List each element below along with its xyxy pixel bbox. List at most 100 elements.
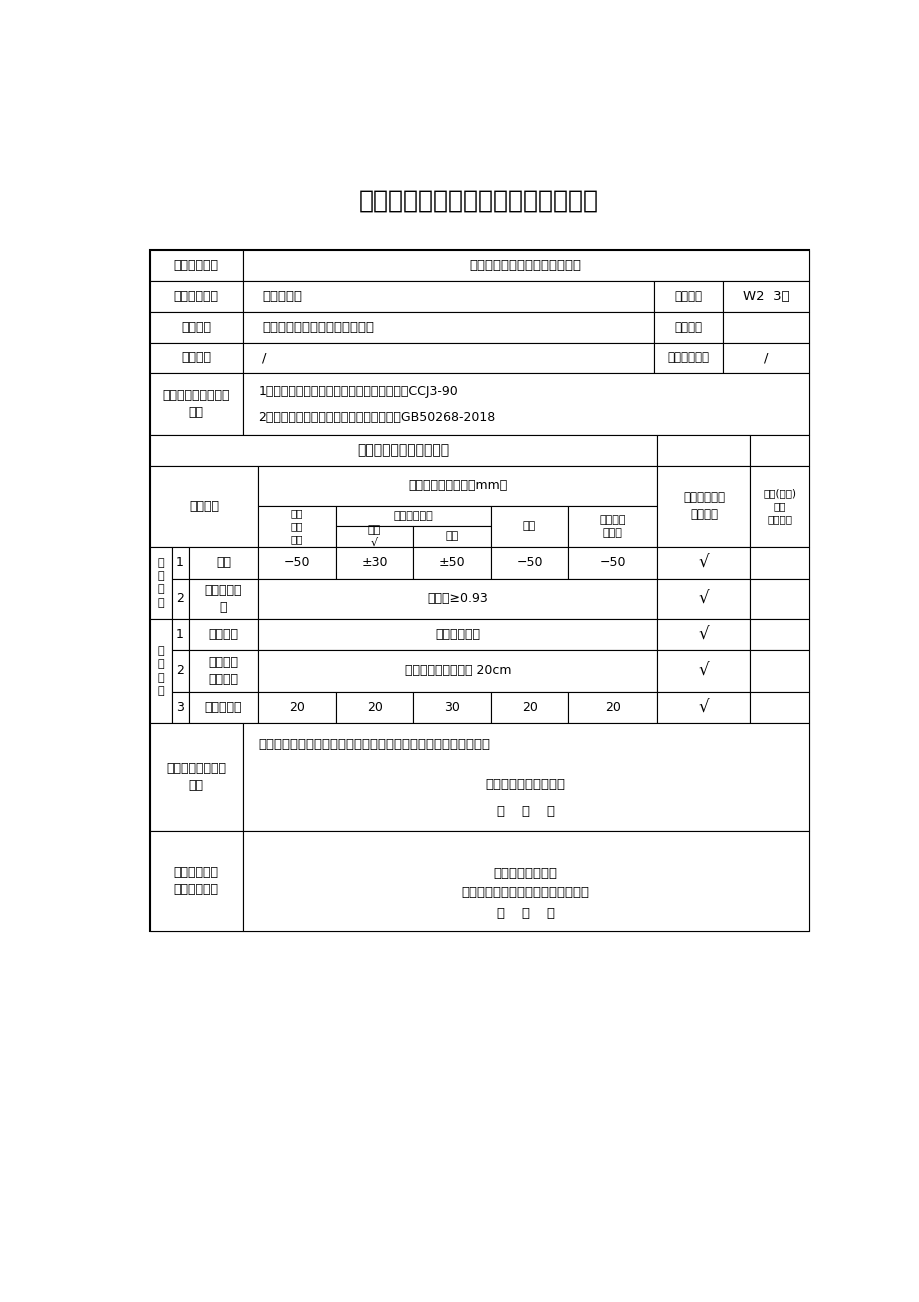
Text: 每层回填厚度不超过 20cm: 每层回填厚度不超过 20cm: [404, 664, 511, 677]
Bar: [722, 281, 808, 311]
Bar: [652, 342, 722, 374]
Text: 20: 20: [367, 700, 382, 713]
Bar: [568, 547, 657, 579]
Bar: [150, 250, 243, 281]
Text: √: √: [698, 699, 709, 716]
Bar: [150, 374, 243, 435]
Bar: [258, 505, 335, 547]
Text: 一
般
项
目: 一 般 项 目: [157, 646, 164, 695]
Text: √: √: [698, 661, 709, 680]
Bar: [413, 693, 491, 723]
Text: 施工单位检查
评定记录: 施工单位检查 评定记录: [682, 491, 724, 521]
Bar: [750, 435, 808, 466]
Bar: [750, 650, 808, 693]
Text: 压实度≥0.93: 压实度≥0.93: [427, 592, 488, 605]
Bar: [243, 723, 808, 831]
Text: 监理(建设)
单位
验收记录: 监理(建设) 单位 验收记录: [762, 488, 795, 525]
Bar: [150, 250, 808, 931]
Bar: [335, 526, 413, 547]
Text: 分包单位: 分包单位: [181, 352, 211, 365]
Text: 承诺偏差或承诺值（mm）: 承诺偏差或承诺值（mm）: [408, 479, 507, 492]
Bar: [568, 693, 657, 723]
Bar: [750, 547, 808, 579]
Text: −50: −50: [599, 556, 626, 569]
Bar: [150, 723, 243, 831]
Text: 河南振兴建设工程集团有限公司: 河南振兴建设工程集团有限公司: [262, 320, 374, 333]
Text: 3: 3: [176, 700, 184, 713]
Bar: [150, 831, 243, 931]
Bar: [150, 311, 243, 342]
Text: 1: 1: [176, 628, 184, 641]
Bar: [188, 650, 258, 693]
Bar: [750, 466, 808, 547]
Bar: [657, 650, 750, 693]
Text: 专业监理工程师：: 专业监理工程师：: [494, 867, 557, 880]
Bar: [171, 579, 188, 618]
Bar: [188, 547, 258, 579]
Bar: [258, 579, 657, 618]
Text: 机械: 机械: [445, 531, 459, 542]
Text: 验收部位: 验收部位: [674, 290, 702, 303]
Text: （建设单位项目专业技术负责人）：: （建设单位项目专业技术负责人）：: [461, 885, 589, 898]
Bar: [335, 547, 413, 579]
Text: 20: 20: [521, 700, 537, 713]
Text: 柱基
基坑
基槽: 柱基 基坑 基槽: [290, 508, 303, 544]
Bar: [243, 311, 652, 342]
Bar: [491, 693, 568, 723]
Bar: [150, 466, 258, 547]
Text: 工作坑回填: 工作坑回填: [262, 290, 302, 303]
Text: 主
控
项
目: 主 控 项 目: [157, 559, 164, 608]
Bar: [657, 547, 750, 579]
Bar: [188, 618, 258, 650]
Bar: [722, 311, 808, 342]
Bar: [258, 466, 657, 505]
Text: 施工质量验收规范的规定: 施工质量验收规范的规定: [357, 444, 449, 457]
Text: W2  3坯: W2 3坯: [742, 290, 789, 303]
Text: −50: −50: [284, 556, 310, 569]
Text: 单位工程名称: 单位工程名称: [174, 259, 219, 272]
Text: 2: 2: [176, 664, 184, 677]
Text: /: /: [262, 352, 267, 365]
Text: 分层厚度
及含水量: 分层厚度 及含水量: [209, 656, 238, 686]
Text: 濮阳县建新路污水管线改造工程: 濮阳县建新路污水管线改造工程: [470, 259, 581, 272]
Text: √: √: [698, 590, 709, 608]
Text: 年    月    日: 年 月 日: [496, 907, 554, 921]
Bar: [243, 250, 808, 281]
Bar: [171, 618, 188, 650]
Text: 年    月    日: 年 月 日: [496, 805, 554, 818]
Bar: [150, 547, 171, 618]
Text: 符合设计要求: 符合设计要求: [435, 628, 480, 641]
Bar: [750, 693, 808, 723]
Bar: [750, 618, 808, 650]
Text: ±50: ±50: [438, 556, 465, 569]
Text: 分包项目经理: 分包项目经理: [667, 352, 709, 365]
Text: √: √: [698, 553, 709, 572]
Bar: [258, 693, 335, 723]
Text: 回填土料: 回填土料: [209, 628, 238, 641]
Text: 20: 20: [289, 700, 305, 713]
Text: 1、《市政排水管渠工程质量检验评定标准》CCJ3-90: 1、《市政排水管渠工程质量检验评定标准》CCJ3-90: [258, 385, 458, 398]
Text: 经检查，主控项目全部合格，一样项目满足施工规范及设计要求。: 经检查，主控项目全部合格，一样项目满足施工规范及设计要求。: [258, 738, 490, 751]
Bar: [243, 281, 652, 311]
Text: 土方回填工程检验批质量验收记录表: 土方回填工程检验批质量验收记录表: [358, 187, 598, 212]
Text: 地（路）
面基层: 地（路） 面基层: [599, 514, 626, 538]
Text: 管沟: 管沟: [522, 521, 536, 531]
Bar: [657, 693, 750, 723]
Text: 2: 2: [176, 592, 184, 605]
Bar: [657, 435, 750, 466]
Bar: [258, 650, 657, 693]
Bar: [243, 342, 652, 374]
Bar: [657, 579, 750, 618]
Text: 项目经理: 项目经理: [674, 320, 702, 333]
Text: 项目专业质量检查员：: 项目专业质量检查员：: [485, 779, 565, 792]
Bar: [171, 693, 188, 723]
Bar: [657, 466, 750, 547]
Bar: [150, 281, 243, 311]
Text: 分层压实系
数: 分层压实系 数: [205, 585, 242, 615]
Bar: [171, 547, 188, 579]
Text: 表面平坦度: 表面平坦度: [205, 700, 242, 713]
Text: 施工单位: 施工单位: [181, 320, 211, 333]
Bar: [568, 505, 657, 547]
Text: 监理（建设）
单位验收结论: 监理（建设） 单位验收结论: [174, 866, 219, 896]
Text: √: √: [698, 625, 709, 643]
